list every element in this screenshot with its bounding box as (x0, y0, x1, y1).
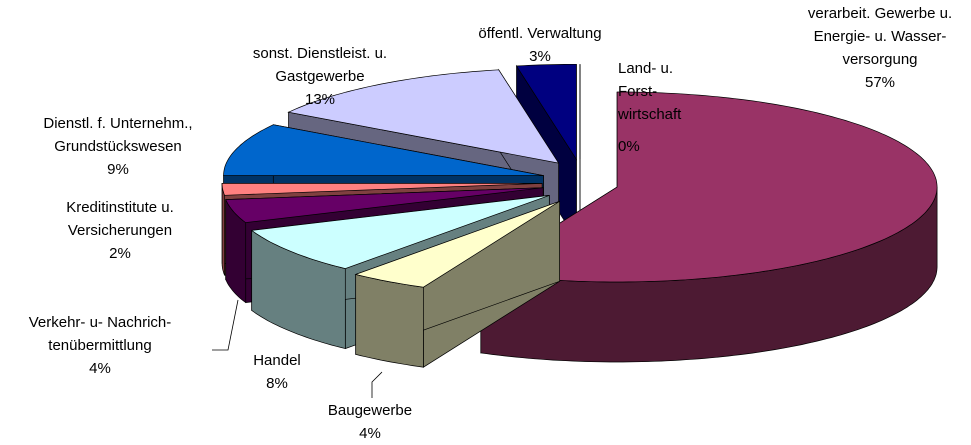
category-label: Handel (253, 352, 301, 369)
category-label-line: Handel (253, 352, 301, 369)
category-label-line: Versicherungen (68, 222, 172, 239)
category-label-line: Energie- u. Wasser- (814, 28, 947, 45)
category-label: Baugewerbe (328, 402, 412, 419)
value-label: 57% (865, 74, 895, 91)
category-label: verarbeit. Gewerbe u. Energie- u. Wasser-… (808, 5, 952, 68)
slice-top (250, 195, 550, 269)
slice-outer-wall (221, 183, 225, 276)
slice-top (287, 69, 560, 164)
leader-line (371, 371, 383, 398)
category-label-line: versorgung (842, 51, 917, 68)
value-label: 4% (359, 425, 381, 442)
value-label: 0% (618, 138, 640, 155)
slice-top (225, 187, 544, 223)
category-label-line: wirtschaft (617, 106, 682, 123)
category-label-line: sonst. Dienstleist. u. (253, 45, 387, 62)
leader-line (212, 299, 239, 351)
category-label: Verkehr- u- Nachrich-tenübermittlung (29, 314, 172, 354)
value-label: 2% (109, 245, 131, 262)
slice-top (221, 183, 543, 196)
value-label: 9% (107, 161, 129, 178)
slice (479, 91, 938, 363)
category-label: sonst. Dienstleist. u. Gastgewerbe (253, 45, 387, 85)
category-label-line: verarbeit. Gewerbe u. (808, 5, 952, 22)
slice-top (223, 124, 544, 176)
category-label-line: Gastgewerbe (275, 68, 364, 85)
category-label-line: Grundstückswesen (54, 138, 182, 155)
category-label-line: Kreditinstitute u. (66, 199, 174, 216)
value-label: 13% (305, 91, 335, 108)
category-label: öffentl. Verwaltung (478, 25, 601, 42)
slice-top (515, 63, 577, 161)
category-label-line: Forst- (618, 83, 657, 100)
category-label: Dienstl. f. Unternehm., Grundstückswesen (43, 115, 192, 155)
category-label-line: Baugewerbe (328, 402, 412, 419)
category-label-line: tenübermittlung (48, 337, 151, 354)
category-label-line: Verkehr- u- Nachrich- (29, 314, 172, 331)
category-label-line: Land- u. (618, 60, 673, 77)
value-label: 8% (266, 375, 288, 392)
slice (354, 200, 560, 368)
category-label: Land- u. Forst-wirtschaft (617, 60, 682, 123)
slice-top (479, 91, 938, 283)
slice-outer-wall (355, 273, 424, 368)
category-label: Kreditinstitute u. Versicherungen (66, 199, 174, 239)
value-label: 3% (529, 48, 551, 65)
category-label-line: Dienstl. f. Unternehm., (43, 115, 192, 132)
category-label-line: öffentl. Verwaltung (478, 25, 601, 42)
slice-top (354, 200, 560, 288)
value-label: 4% (89, 360, 111, 377)
